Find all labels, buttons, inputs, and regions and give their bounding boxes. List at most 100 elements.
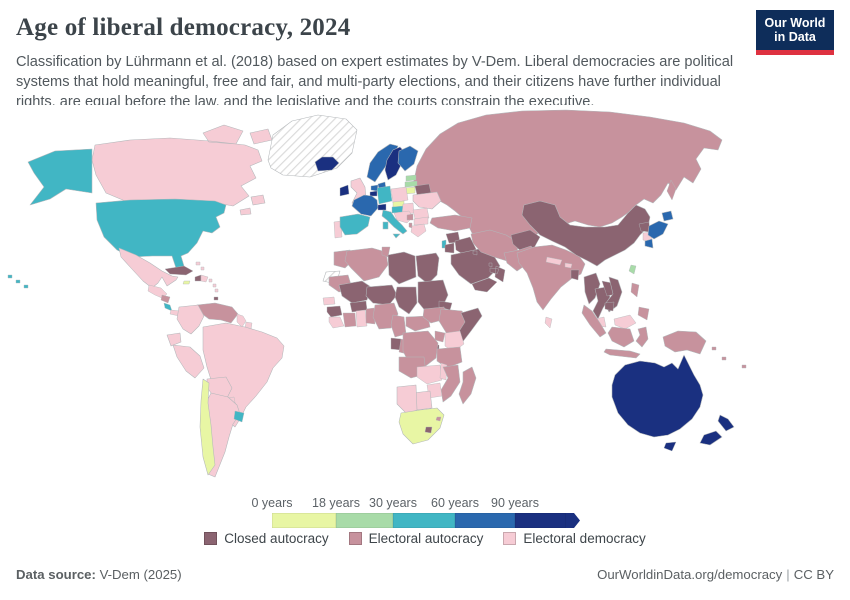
country-cambodia[interactable] bbox=[604, 301, 615, 312]
country-russia-sakhalin[interactable] bbox=[666, 179, 677, 201]
country-uganda[interactable] bbox=[434, 330, 446, 343]
legend-tick-18: 18 years bbox=[312, 496, 360, 510]
country-australia[interactable] bbox=[611, 354, 704, 438]
country-peru[interactable] bbox=[172, 344, 205, 379]
country-egypt[interactable] bbox=[415, 252, 440, 285]
country-sri-lanka[interactable] bbox=[544, 316, 553, 329]
electoral-democracy-label: Electoral democracy bbox=[523, 531, 646, 546]
country-zambia[interactable] bbox=[416, 364, 443, 385]
country-uruguay[interactable] bbox=[233, 410, 245, 423]
country-yemen[interactable] bbox=[471, 277, 498, 293]
country-bhutan[interactable] bbox=[564, 262, 573, 269]
country-finland[interactable] bbox=[397, 145, 419, 172]
country-oman-gulf-states[interactable] bbox=[472, 250, 506, 283]
country-south-africa[interactable] bbox=[398, 407, 445, 445]
country-mozambique[interactable] bbox=[440, 364, 461, 403]
country-libya[interactable] bbox=[387, 251, 417, 285]
country-japan[interactable] bbox=[644, 210, 674, 249]
country-ecuador[interactable] bbox=[166, 332, 182, 347]
country-guinea[interactable] bbox=[326, 305, 343, 318]
legend-item-closed-autocracy[interactable]: Closed autocracy bbox=[204, 531, 329, 546]
country-eswatini[interactable] bbox=[435, 416, 442, 422]
country-nepal[interactable] bbox=[545, 256, 563, 266]
country-philippines[interactable] bbox=[630, 282, 650, 321]
country-china[interactable] bbox=[521, 200, 651, 267]
legend-categories: Closed autocracy Electoral autocracy Ele… bbox=[0, 531, 850, 546]
country-serbia[interactable] bbox=[406, 213, 414, 221]
country-belgium[interactable] bbox=[369, 190, 378, 197]
country-ireland[interactable] bbox=[339, 184, 350, 197]
country-new-zealand[interactable] bbox=[699, 414, 735, 446]
footer-links: OurWorldinData.org/democracy | CC BY bbox=[597, 567, 834, 582]
legend-tick-labels: 0 years 18 years 30 years 60 years 90 ye… bbox=[0, 496, 850, 510]
country-mexico[interactable] bbox=[118, 247, 179, 289]
legend-segment-60-90[interactable] bbox=[455, 513, 515, 528]
country-ivory-coast[interactable] bbox=[342, 312, 357, 328]
country-sierra-leone-liberia[interactable] bbox=[328, 316, 345, 329]
legend-segment-30-60[interactable] bbox=[393, 513, 455, 528]
country-togo-benin[interactable] bbox=[365, 307, 376, 325]
legend-segment-90-plus[interactable] bbox=[515, 513, 566, 528]
footer-url-link[interactable]: OurWorldinData.org/democracy bbox=[597, 567, 783, 582]
country-trinidad[interactable] bbox=[213, 296, 219, 301]
country-lesotho[interactable] bbox=[424, 426, 433, 434]
legend-item-electoral-democracy[interactable]: Electoral democracy bbox=[503, 531, 646, 546]
country-colombia[interactable] bbox=[176, 304, 205, 335]
hawaii-islands[interactable] bbox=[7, 274, 29, 289]
country-chile[interactable] bbox=[199, 378, 216, 476]
legend-tick-0: 0 years bbox=[251, 496, 293, 510]
legend-segment-0-18[interactable] bbox=[272, 513, 336, 528]
country-jordan[interactable] bbox=[444, 242, 455, 254]
country-guyana[interactable] bbox=[236, 313, 247, 328]
country-spain[interactable] bbox=[339, 213, 371, 236]
country-mali[interactable] bbox=[338, 280, 372, 304]
country-dominican-republic[interactable] bbox=[200, 274, 209, 283]
country-chad[interactable] bbox=[394, 286, 418, 315]
country-indonesia[interactable] bbox=[581, 304, 649, 359]
country-madagascar[interactable] bbox=[458, 366, 477, 405]
country-nicaragua[interactable] bbox=[160, 294, 171, 304]
owid-logo[interactable]: Our World in Data bbox=[756, 10, 834, 55]
country-taiwan[interactable] bbox=[628, 264, 637, 275]
legend-item-electoral-autocracy[interactable]: Electoral autocracy bbox=[348, 531, 483, 546]
country-greece[interactable] bbox=[410, 223, 427, 238]
country-estonia[interactable] bbox=[405, 174, 417, 182]
country-germany[interactable] bbox=[376, 185, 393, 205]
country-iceland[interactable] bbox=[314, 156, 340, 172]
country-cuba[interactable] bbox=[164, 265, 194, 276]
country-poland[interactable] bbox=[390, 186, 409, 204]
country-romania[interactable] bbox=[412, 207, 430, 220]
country-myanmar[interactable] bbox=[583, 272, 601, 305]
country-senegal[interactable] bbox=[322, 296, 336, 306]
country-somalia[interactable] bbox=[457, 307, 483, 345]
page-title: Age of liberal democracy, 2024 bbox=[16, 14, 351, 41]
country-alaska-usa[interactable] bbox=[27, 148, 93, 206]
legend-color-bar bbox=[272, 513, 580, 528]
country-australia-tasmania[interactable] bbox=[663, 441, 677, 452]
footer-license-link[interactable]: CC BY bbox=[793, 567, 834, 582]
owid-logo-box: Our World in Data bbox=[756, 10, 834, 50]
country-turkey[interactable] bbox=[429, 214, 473, 232]
pacific-islands[interactable] bbox=[711, 346, 747, 369]
country-switzerland[interactable] bbox=[377, 203, 387, 211]
country-algeria[interactable] bbox=[344, 247, 389, 282]
country-ghana[interactable] bbox=[355, 309, 368, 328]
country-jamaica[interactable] bbox=[182, 280, 191, 285]
country-canada[interactable] bbox=[91, 124, 273, 216]
country-ukraine[interactable] bbox=[412, 191, 442, 210]
country-cameroon[interactable] bbox=[390, 314, 407, 338]
country-india[interactable] bbox=[516, 244, 586, 311]
country-netherlands[interactable] bbox=[370, 184, 379, 192]
country-bulgaria[interactable] bbox=[413, 216, 429, 226]
data-source-value[interactable]: V-Dem (2025) bbox=[99, 567, 182, 582]
country-italy[interactable] bbox=[381, 209, 408, 239]
closed-autocracy-label: Closed autocracy bbox=[224, 531, 329, 546]
country-new-guinea[interactable] bbox=[662, 330, 707, 355]
caribbean-islands[interactable] bbox=[195, 261, 219, 293]
country-bangladesh[interactable] bbox=[570, 269, 580, 281]
data-source-label: Data source: bbox=[16, 567, 96, 582]
legend-segment-18-30[interactable] bbox=[336, 513, 393, 528]
country-tanzania[interactable] bbox=[436, 346, 463, 369]
country-albania-macedonia[interactable] bbox=[408, 222, 413, 229]
